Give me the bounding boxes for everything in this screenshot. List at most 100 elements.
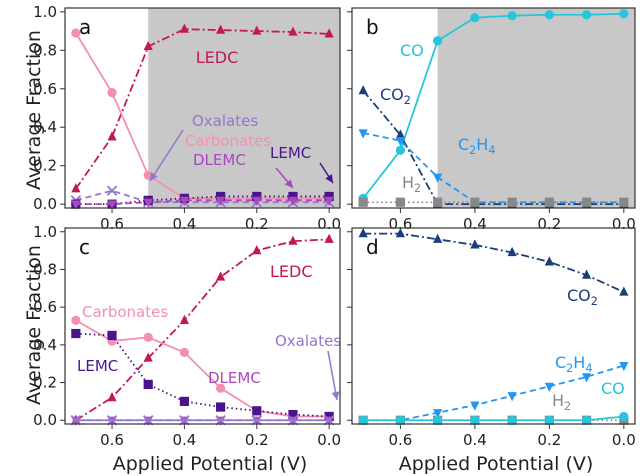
point-h2 xyxy=(544,197,554,207)
point-co xyxy=(433,36,443,46)
panel-d: 0.6 0.4 0.2 0.0 d CO2 C2H4 H2 CO xyxy=(347,227,636,449)
point-oxalates xyxy=(142,414,154,426)
series-line-co2 xyxy=(362,90,624,206)
point-co xyxy=(619,9,629,19)
point-ledc xyxy=(324,28,334,38)
y-tick-label: 1.0 xyxy=(33,223,57,241)
point-ledc xyxy=(215,271,226,281)
point-h2 xyxy=(581,197,592,207)
series-line-carbonates xyxy=(75,319,330,418)
x-tick-label: 0.4 xyxy=(463,431,487,449)
point-c2h4 xyxy=(395,137,406,147)
point-co xyxy=(470,13,480,23)
point-co xyxy=(544,10,554,20)
series-label: LEDC xyxy=(270,262,313,281)
point-oxalates xyxy=(251,414,263,426)
annotation-arrowhead xyxy=(331,391,340,400)
y-tick-label: 0.0 xyxy=(33,411,57,429)
point-carbonates xyxy=(179,347,190,357)
point-lemc xyxy=(252,406,262,416)
annotation-arrow xyxy=(149,129,184,182)
point-lemc xyxy=(288,409,298,420)
series-label: DLEMC xyxy=(208,369,261,387)
point-dlemc xyxy=(107,200,117,210)
point-lemc xyxy=(71,328,81,339)
panels: 0.6 0.4 0.2 0.0 0.0 0.2 0.4 0.6 0.8 1.0 a LEDC Oxala… xyxy=(33,3,636,449)
point-co xyxy=(544,415,554,425)
point-co2 xyxy=(358,228,368,238)
x-tick-label: 0.0 xyxy=(612,431,636,449)
shaded-region xyxy=(148,8,340,208)
x-axis-label-right: Applied Potential (V) xyxy=(399,453,594,475)
point-co2 xyxy=(507,246,517,257)
point-carbonates xyxy=(143,332,153,342)
point-co xyxy=(433,415,443,425)
point-lemc xyxy=(215,191,226,202)
point-carbonates xyxy=(215,383,226,393)
point-h2 xyxy=(470,197,480,207)
y-tick-label: 0.4 xyxy=(33,336,57,354)
point-dlemc xyxy=(71,200,81,210)
series-label: Carbonates xyxy=(185,132,271,150)
point-ledc xyxy=(324,233,334,243)
point-ledc xyxy=(288,26,298,36)
point-co2 xyxy=(395,129,406,139)
panel-a: 0.6 0.4 0.2 0.0 0.0 0.2 0.4 0.6 0.8 1.0 a LEDC Oxala… xyxy=(33,3,341,233)
point-dlemc xyxy=(143,198,153,208)
point-co xyxy=(470,415,480,425)
point-oxalates xyxy=(323,414,335,426)
plot-frame xyxy=(64,7,341,209)
y-axis-label-bottom: Average Fraction xyxy=(23,245,45,405)
point-h2 xyxy=(433,197,443,207)
x-tick-label: 0.2 xyxy=(537,215,561,233)
point-c2h4 xyxy=(507,392,517,402)
series-label: CO xyxy=(601,379,625,398)
series-label: CO2 xyxy=(567,286,598,308)
point-lemc xyxy=(252,191,262,202)
point-c2h4 xyxy=(544,382,554,392)
point-ledc xyxy=(143,40,153,51)
point-co xyxy=(507,415,517,425)
series-line-oxalates xyxy=(75,189,330,204)
series-label: LEDC xyxy=(196,48,239,67)
point-co xyxy=(358,415,368,425)
series-line-dlemc xyxy=(75,199,330,206)
point-dlemc xyxy=(215,196,226,206)
point-ledc xyxy=(252,25,262,35)
series-line-co xyxy=(363,415,624,422)
point-co xyxy=(581,10,592,20)
y-tick-label: 0.8 xyxy=(33,41,57,59)
x-axis-label-left: Applied Potential (V) xyxy=(113,453,308,475)
point-h2 xyxy=(507,197,517,207)
point-dlemc xyxy=(288,196,298,206)
point-lemc xyxy=(324,411,334,422)
x-tick-label: 0.2 xyxy=(245,215,269,233)
y-tick-label: 1.0 xyxy=(33,3,57,21)
point-oxalates xyxy=(106,414,118,426)
point-co2 xyxy=(581,269,592,279)
series-label: CO2 xyxy=(380,85,411,107)
series-line-lemc xyxy=(75,332,330,418)
point-lemc xyxy=(215,402,226,412)
point-carbonates xyxy=(107,88,117,98)
x-tick-label: 0.4 xyxy=(172,431,196,449)
point-co xyxy=(395,415,406,425)
point-ledc xyxy=(143,352,153,362)
series-label: DLEMC xyxy=(193,151,246,169)
panel-letter: a xyxy=(79,15,91,39)
series-line-carbonates xyxy=(75,32,330,200)
panel-letter: d xyxy=(366,235,379,259)
point-co2 xyxy=(619,286,629,296)
series-label: C2H4 xyxy=(555,353,592,375)
x-tick-label: 0.0 xyxy=(317,215,341,233)
plot-frame xyxy=(351,7,636,209)
point-lemc xyxy=(143,379,153,390)
y-axis-label-top: Average Fraction xyxy=(23,30,45,190)
point-dlemc xyxy=(179,196,190,206)
y-tick-label: 0.2 xyxy=(33,374,57,392)
point-co xyxy=(581,415,592,425)
point-co2 xyxy=(544,256,554,266)
point-lemc xyxy=(179,396,190,406)
point-ledc xyxy=(179,314,190,324)
series-line-c2h4 xyxy=(363,364,625,422)
